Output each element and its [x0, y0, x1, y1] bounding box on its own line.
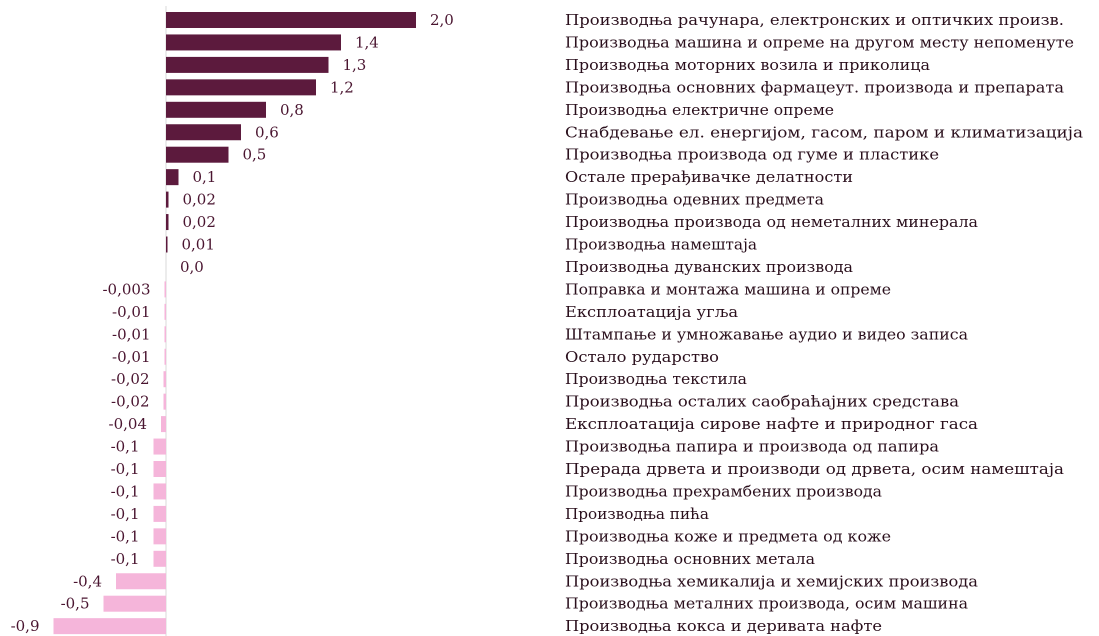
bar — [166, 236, 168, 253]
category-label: Производња кокса и деривата нафте — [565, 617, 882, 635]
category-label: Снабдевање ел. енергијом, гасом, паром и… — [565, 123, 1083, 141]
value-labels-group: 2,0 1,4 1,3 1,2 0,80,6 0,5 0,1 0,02 0,02 0,01 0,0 -… — [11, 11, 454, 635]
bar — [166, 124, 241, 141]
category-label: Производња моторних возила и приколица — [565, 56, 930, 74]
category-label: Производња основних фармацеут. производа… — [565, 78, 1064, 96]
value-label: -0,4 — [73, 572, 102, 590]
bar — [153, 528, 166, 545]
value-label: -0,02 — [111, 370, 149, 388]
category-label: Производња пића — [565, 505, 709, 523]
value-label: -0,9 — [11, 617, 40, 635]
bar — [153, 461, 166, 477]
category-label: Поправка и монтажа машина и опреме — [565, 280, 891, 298]
category-label: Прерада дрвета и производи од дрвета, ос… — [565, 460, 1064, 478]
category-label: Производња хемикалија и хемијских произв… — [565, 572, 978, 590]
value-label: -0,04 — [109, 415, 147, 433]
category-label: Производња рачунара, електронских и опти… — [565, 11, 1064, 29]
bar — [166, 169, 179, 186]
bar — [166, 79, 316, 96]
value-label: 1,2 — [330, 78, 354, 96]
value-label: -0,1 — [111, 550, 140, 568]
value-label: -0,1 — [111, 527, 140, 545]
category-label: Производња намештаја — [565, 236, 757, 254]
bar — [153, 550, 166, 567]
bar — [116, 573, 166, 590]
category-labels-group: Производња рачунара, електронских и опти… — [565, 11, 1083, 635]
value-label: -0,1 — [111, 438, 140, 456]
bar — [166, 56, 329, 73]
bar — [164, 281, 166, 298]
value-label: 0,02 — [183, 213, 216, 231]
category-label: Производња основних метала — [565, 550, 815, 568]
bar — [166, 214, 169, 231]
bars-group — [53, 12, 416, 635]
value-label: 0,02 — [183, 191, 216, 209]
bar — [153, 483, 166, 500]
bar — [53, 618, 166, 635]
bar — [164, 303, 166, 320]
bar — [164, 326, 166, 343]
bar — [153, 438, 166, 455]
category-label: Производња производа од гуме и пластике — [565, 146, 939, 164]
bar — [166, 34, 341, 51]
value-label: -0,01 — [112, 348, 150, 366]
value-label: 2,0 — [430, 11, 454, 29]
value-label: 0,5 — [243, 146, 267, 164]
category-label: Производња одевних предмета — [565, 191, 824, 209]
bar — [166, 146, 229, 163]
category-label: Производња електричне опреме — [565, 101, 834, 119]
category-label: Производња коже и предмета од коже — [565, 527, 891, 545]
value-label: -0,003 — [102, 280, 150, 298]
bar — [153, 505, 166, 522]
bar — [166, 191, 169, 208]
value-label: 0,1 — [193, 168, 217, 186]
category-label: Производња металних производа, осим маши… — [565, 595, 968, 613]
category-label: Производња дуванских производа — [565, 258, 853, 276]
category-label: Експлоатација сирове нафте и природног г… — [565, 415, 978, 433]
bar — [166, 12, 416, 28]
value-label: 0,0 — [180, 258, 204, 276]
category-label: Производња прехрамбених производа — [565, 482, 882, 500]
value-label: -0,1 — [111, 505, 140, 523]
category-label: Производња производа од неметалних минер… — [565, 213, 978, 231]
value-label: 1,4 — [355, 33, 379, 51]
value-label: 0,8 — [280, 101, 304, 119]
bar — [161, 416, 166, 433]
bar — [164, 348, 166, 365]
category-label: Експлоатација угља — [565, 303, 738, 321]
category-label: Производња папира и производа од папира — [565, 438, 939, 456]
category-label: Производња текстила — [565, 370, 747, 388]
bar — [166, 101, 266, 118]
value-label: -0,01 — [112, 325, 150, 343]
bar — [163, 393, 166, 410]
category-label: Производња машина и опреме на другом мес… — [565, 33, 1074, 51]
value-label: -0,5 — [61, 595, 90, 613]
category-label: Штампање и умножавање аудио и видео запи… — [565, 325, 968, 343]
value-label: -0,1 — [111, 460, 140, 478]
bar — [103, 595, 166, 612]
category-label: Производња осталих саобраћајних средстав… — [565, 393, 959, 411]
value-label: -0,01 — [112, 303, 150, 321]
value-label: 0,6 — [255, 123, 279, 141]
category-label: Остало рударство — [565, 348, 719, 366]
value-label: -0,1 — [111, 482, 140, 500]
value-label: 1,3 — [343, 56, 367, 74]
value-label: 0,01 — [182, 236, 215, 254]
bar — [163, 371, 166, 388]
category-label: Остале прерађивачке делатности — [565, 168, 853, 186]
value-label: -0,02 — [111, 393, 149, 411]
